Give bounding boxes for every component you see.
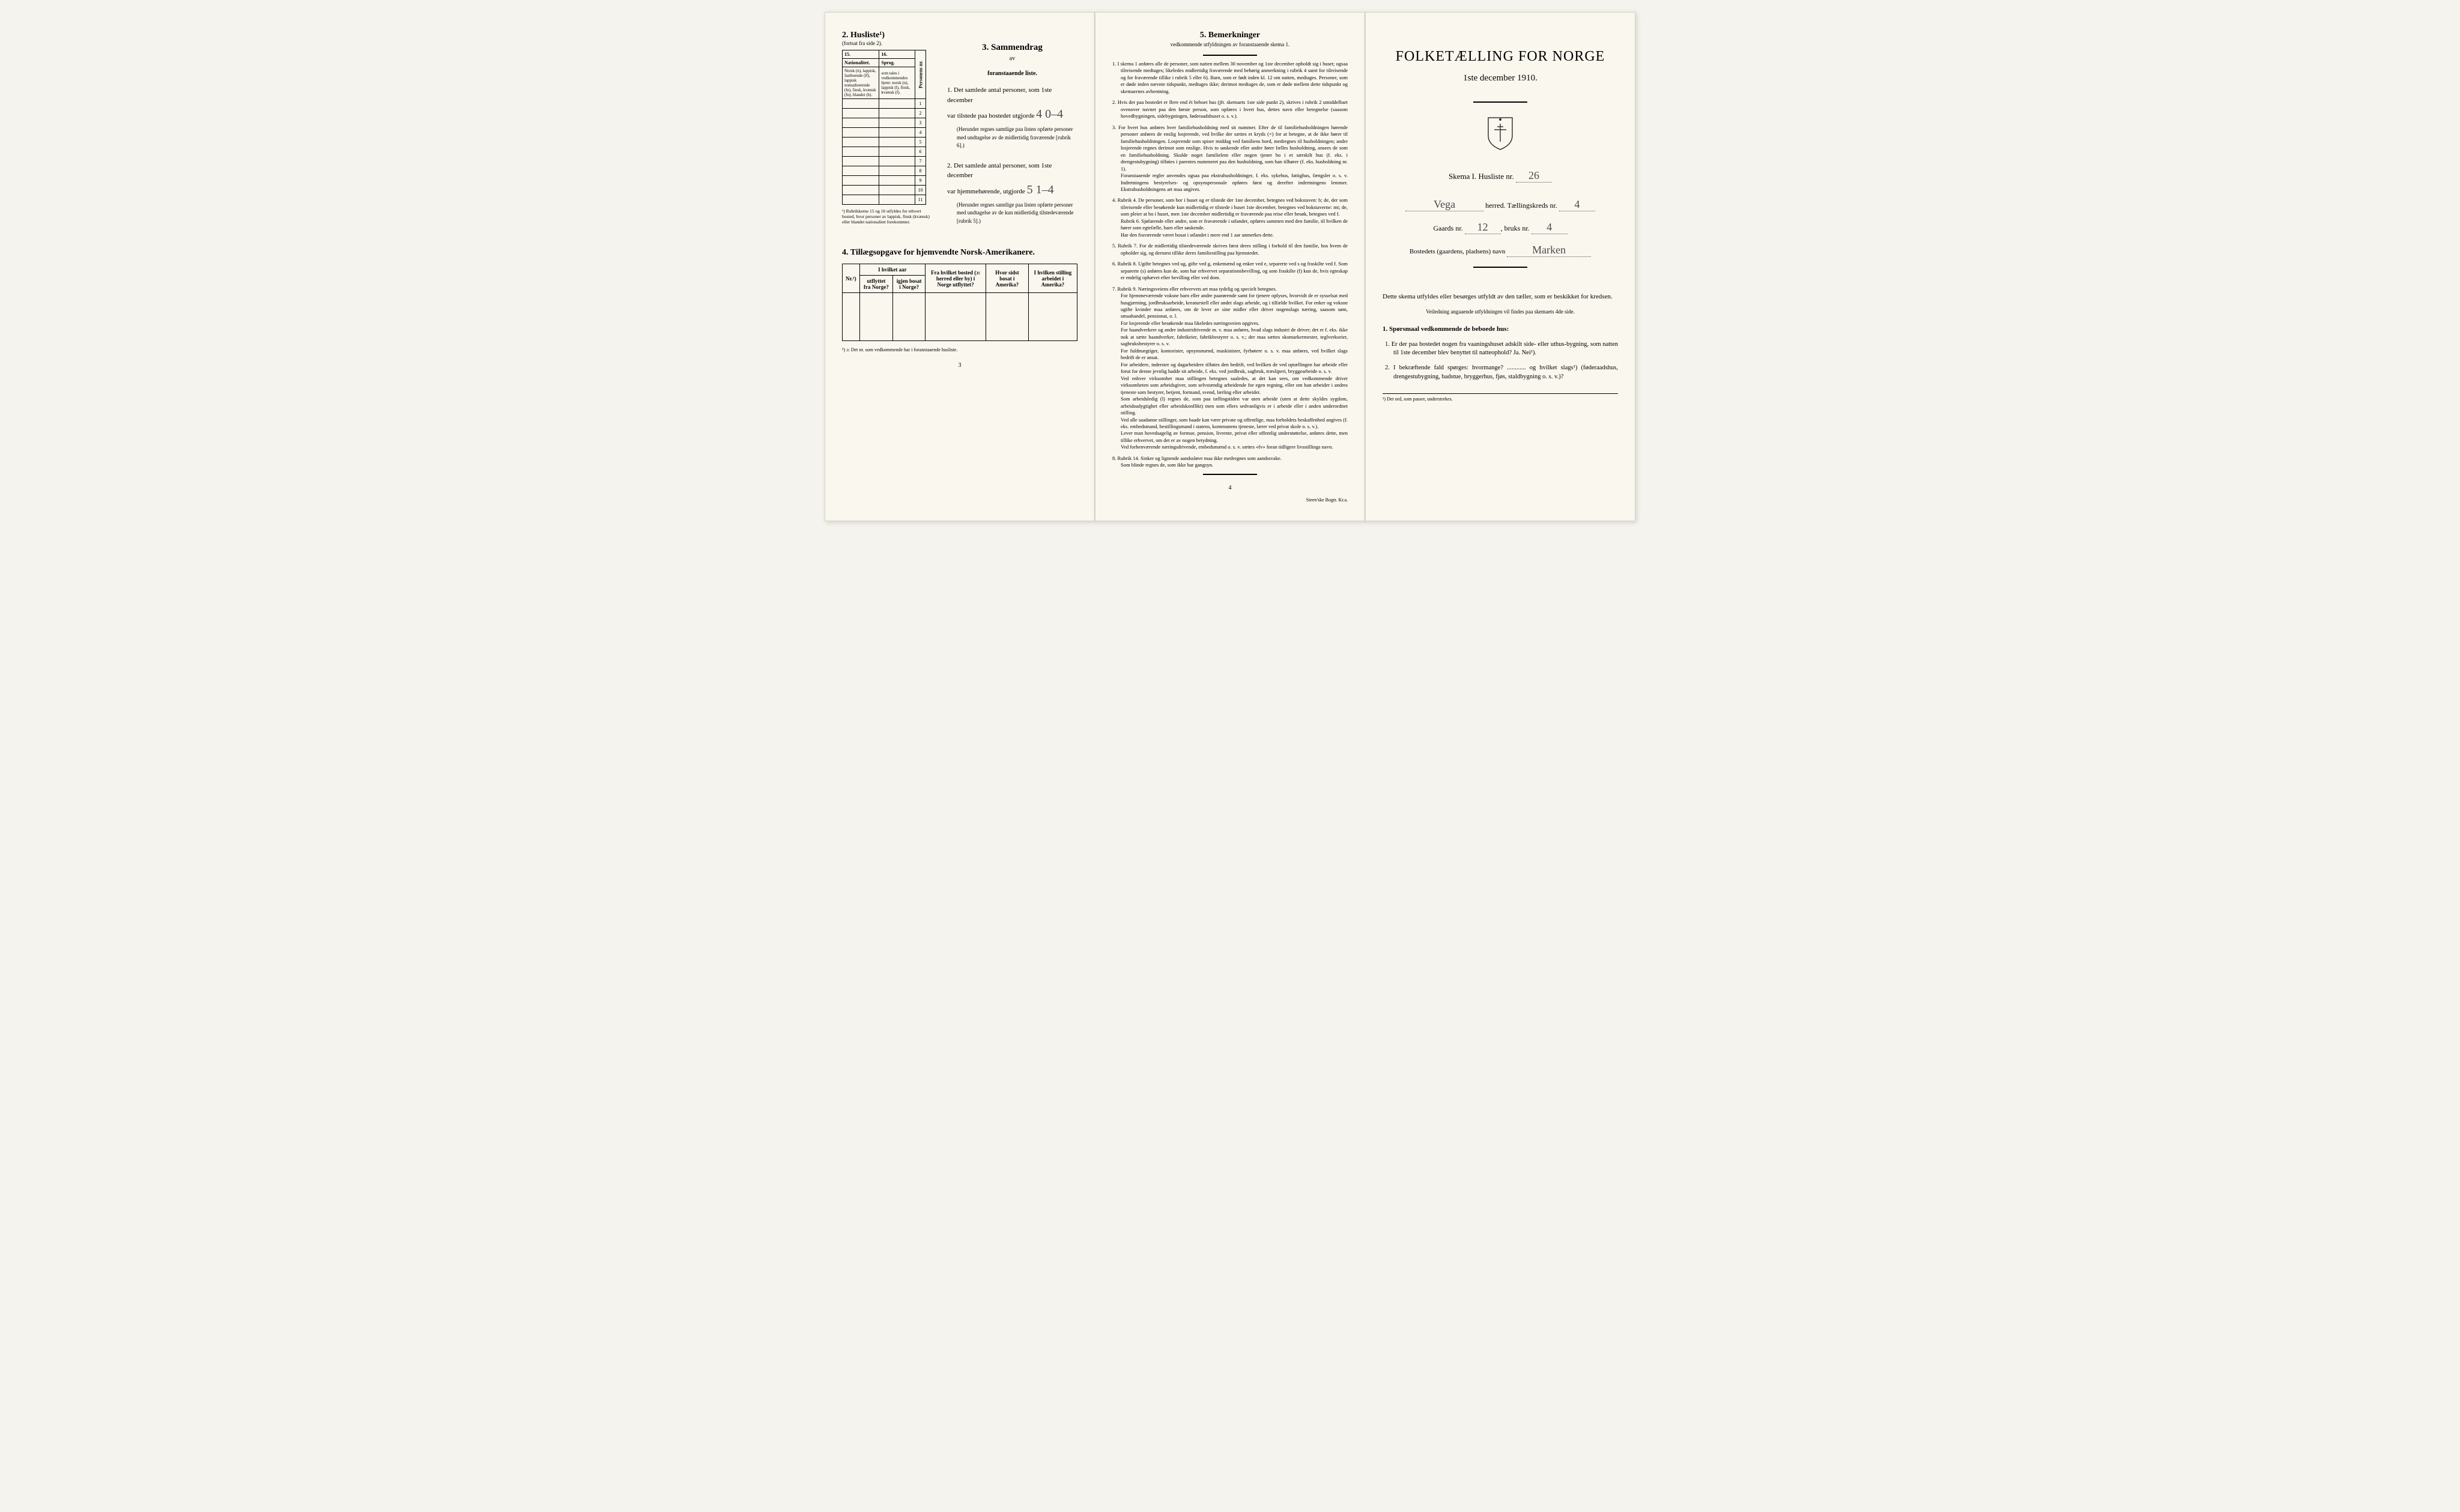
nationality-header: Nationalitet.: [843, 59, 879, 67]
bemerk-title: 5. Bemerkninger: [1112, 31, 1348, 40]
remarks-list: 1. I skema 1 anføres alle de personer, s…: [1112, 61, 1348, 469]
nationality-desc: Norsk (n), lappisk, fastboende (lf), lap…: [843, 67, 879, 99]
sec4-footnote: ²) ɔ: Det nr. som vedkommende har i fora…: [842, 347, 1077, 352]
rule-divider: [1203, 55, 1257, 56]
item1-handwriting: 4 0–4: [1036, 105, 1063, 123]
item2-text: 2. Det samlede antal personer, som 1ste …: [947, 162, 1052, 180]
husliste-subheading: (fortsat fra side 2).: [842, 40, 932, 46]
item1-note: (Herunder regnes samtlige paa listen opf…: [947, 125, 1077, 150]
row-nr: 11: [915, 195, 926, 205]
bemerk-subtitle: vedkommende utfyldningen av foranstaaend…: [1112, 41, 1348, 47]
bostedets-value: Marken: [1507, 244, 1591, 257]
row-nr: 2: [915, 109, 926, 118]
husliste-nr-value: 26: [1516, 169, 1552, 183]
sec4-col-nr: Nr.²): [843, 264, 860, 293]
sammendrag-av: av: [947, 55, 1077, 62]
remark-item: 6. Rubrik 8. Ugifte betegnes ved ug, gif…: [1112, 261, 1348, 281]
sprog-header: Sprog.: [879, 59, 915, 67]
row-nr: 7: [915, 157, 926, 166]
mid-rule: [1473, 267, 1527, 268]
sammendrag-column: 3. Sammendrag av foranstaaende liste. 1.…: [941, 31, 1077, 236]
left-top-row: 2. Husliste¹) (fortsat fra side 2). 15. …: [842, 31, 1077, 236]
emigrant-table: Nr.²) I hvilket aar Fra hvilket bosted (…: [842, 264, 1077, 341]
herred-value: Vega: [1405, 198, 1483, 211]
sec4-col-from: Fra hvilket bosted (ɔ: herred eller by) …: [926, 264, 986, 293]
husliste-column: 2. Husliste¹) (fortsat fra side 2). 15. …: [842, 31, 932, 236]
sammendrag-title: 3. Sammendrag: [947, 43, 1077, 53]
emigrant-row: [843, 293, 1077, 341]
gaards-label: Gaards nr.: [1433, 224, 1462, 232]
sprog-desc: som tales i vedkommendes hjem: norsk (n)…: [879, 67, 915, 99]
kreds-value: 4: [1559, 198, 1595, 211]
right-panel: FOLKETÆLLING FOR NORGE 1ste december 191…: [1365, 12, 1635, 521]
item1-text: 1. Det samlede antal personer, som 1ste …: [947, 86, 1052, 104]
table-footnote: ¹) Rubrikkerne 15 og 16 utfyldes for eth…: [842, 208, 932, 225]
bruks-value: 4: [1531, 221, 1568, 234]
norwegian-crest-icon: [1383, 115, 1618, 154]
sec4-col-year-span: I hvilket aar: [859, 264, 926, 276]
question-2: 2. I bekræftende fald spørges: hvormange…: [1383, 364, 1618, 381]
remark-item: 1. I skema 1 anføres alle de personer, s…: [1112, 61, 1348, 95]
remark-item: 4. Rubrik 4. De personer, som bor i huse…: [1112, 197, 1348, 238]
item2-note: (Herunder regnes samtlige paa listen opf…: [947, 201, 1077, 226]
gaards-line: Gaards nr. 12, bruks nr. 4: [1383, 221, 1618, 234]
col-16-num: 16.: [879, 50, 915, 59]
row-nr: 6: [915, 147, 926, 157]
remark-item: 8. Rubrik 14. Sinker og lignende aandssl…: [1112, 455, 1348, 469]
sammendrag-sub: foranstaaende liste.: [947, 70, 1077, 77]
sec4-col-returned: igjen bosat i Norge?: [893, 276, 926, 293]
right-footnote: ¹) Det ord, som passer, understrekes.: [1383, 393, 1618, 402]
item1b-text: var tilstede paa bostedet utgjorde: [947, 112, 1034, 119]
gaards-value: 12: [1465, 221, 1501, 234]
row-nr: 5: [915, 138, 926, 147]
herred-line: Vega herred. Tællingskreds nr. 4: [1383, 198, 1618, 211]
bruks-label: bruks nr.: [1504, 224, 1530, 232]
guidance-note: Veiledning angaaende utfyldningen vil fi…: [1383, 308, 1618, 316]
row-nr: 8: [915, 166, 926, 176]
sec4-col-occupation: I hvilken stilling arbeidet i Amerika?: [1028, 264, 1077, 293]
remark-item: 7. Rubrik 9. Næringsveiens eller erhverv…: [1112, 286, 1348, 451]
middle-panel: 5. Bemerkninger vedkommende utfyldningen…: [1095, 12, 1365, 521]
item2b-text: var hjemmehørende, utgjorde: [947, 188, 1025, 195]
remark-item: 5. Rubrik 7. For de midlertidig tilstede…: [1112, 243, 1348, 256]
bostedets-label: Bostedets (gaardens, pladsens) navn: [1410, 248, 1505, 255]
census-title: FOLKETÆLLING FOR NORGE: [1383, 49, 1618, 65]
row-nr: 1: [915, 99, 926, 109]
printer-mark: Steen'ske Bogtr. Kr.a.: [1112, 497, 1348, 503]
row-nr: 3: [915, 118, 926, 128]
q1-text: 1. Er der paa bostedet nogen fra vaaning…: [1385, 341, 1618, 357]
census-date: 1ste december 1910.: [1383, 73, 1618, 83]
person-nr-header: Personens nr.: [915, 50, 926, 99]
left-panel: 2. Husliste¹) (fortsat fra side 2). 15. …: [825, 12, 1095, 521]
question-1: 1. Er der paa bostedet nogen fra vaaning…: [1383, 340, 1618, 358]
row-nr: 9: [915, 176, 926, 186]
sec4-col-emigrated: utflyttet fra Norge?: [859, 276, 893, 293]
rule-divider-bottom: [1203, 474, 1257, 475]
remark-item: 3. For hvert hus anføres hver familiehus…: [1112, 124, 1348, 193]
row-nr: 4: [915, 128, 926, 138]
bottom-instructions: Dette skema utfyldes eller besørges utfy…: [1383, 292, 1618, 381]
skema-label: Skema I. Husliste nr.: [1449, 172, 1514, 181]
page-number-middle: 4: [1112, 485, 1348, 491]
page-number-left: 3: [842, 362, 1077, 369]
skema-line: Skema I. Husliste nr. 26: [1383, 169, 1618, 183]
title-rule: [1473, 101, 1527, 103]
husliste-heading: 2. Husliste¹): [842, 31, 932, 40]
col-15-num: 15.: [843, 50, 879, 59]
summary-item-1: 1. Det samlede antal personer, som 1ste …: [947, 85, 1077, 150]
summary-item-2: 2. Det samlede antal personer, som 1ste …: [947, 161, 1077, 226]
bostedets-line: Bostedets (gaardens, pladsens) navn Mark…: [1383, 244, 1618, 257]
intro-text: Dette skema utfyldes eller besørges utfy…: [1383, 292, 1618, 302]
section4-title: 4. Tillægsopgave for hjemvendte Norsk-Am…: [842, 248, 1077, 258]
row-nr: 10: [915, 186, 926, 195]
remark-item: 2. Hvis der paa bostedet er flere end ét…: [1112, 99, 1348, 119]
herred-label: herred. Tællingskreds nr.: [1485, 201, 1557, 210]
nationality-table: 15. 16. Personens nr. Nationalitet. Spro…: [842, 50, 926, 205]
sporsmaal-heading: 1. Spørsmaal vedkommende de beboede hus:: [1383, 324, 1618, 334]
item2-handwriting: 5 1–4: [1027, 181, 1054, 199]
sec4-col-where: Hvor sidst bosat i Amerika?: [986, 264, 1029, 293]
